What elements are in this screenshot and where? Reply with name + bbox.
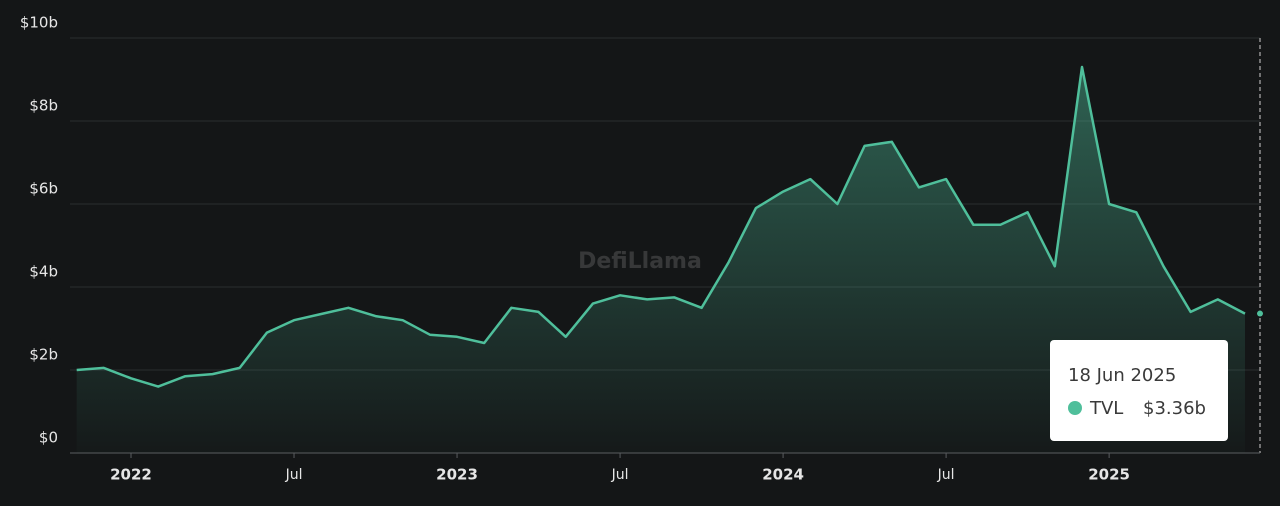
- x-tick-label: 2022: [110, 466, 152, 484]
- tooltip-swatch: [1068, 401, 1082, 415]
- tooltip-box: [1050, 340, 1228, 441]
- line: [76, 65, 1246, 388]
- y-tick-label: $4b: [29, 263, 58, 281]
- y-tick-label: $2b: [29, 346, 58, 364]
- y-tick-label: $0: [39, 429, 58, 447]
- tooltip-date: 18 Jun 2025: [1068, 365, 1176, 386]
- x-tick-label: 2025: [1088, 466, 1130, 484]
- y-tick-label: $10b: [20, 14, 58, 32]
- x-tick-label: Jul: [285, 467, 303, 483]
- x-tick-label: 2023: [436, 466, 478, 484]
- y-tick-label: $8b: [29, 97, 58, 115]
- area-fill: [76, 67, 1245, 453]
- y-tick-label: $6b: [29, 180, 58, 198]
- x-tick-label: Jul: [611, 467, 629, 483]
- watermark: DefiLlama: [578, 249, 702, 274]
- x-tick-label: Jul: [937, 467, 955, 483]
- tooltip: 18 Jun 2025 TVL $3.36b: [1050, 340, 1228, 441]
- tooltip-value: $3.36b: [1143, 398, 1206, 419]
- hover-point: [1257, 310, 1263, 317]
- x-tick-label: 2024: [762, 466, 804, 484]
- tooltip-series: TVL: [1089, 398, 1123, 419]
